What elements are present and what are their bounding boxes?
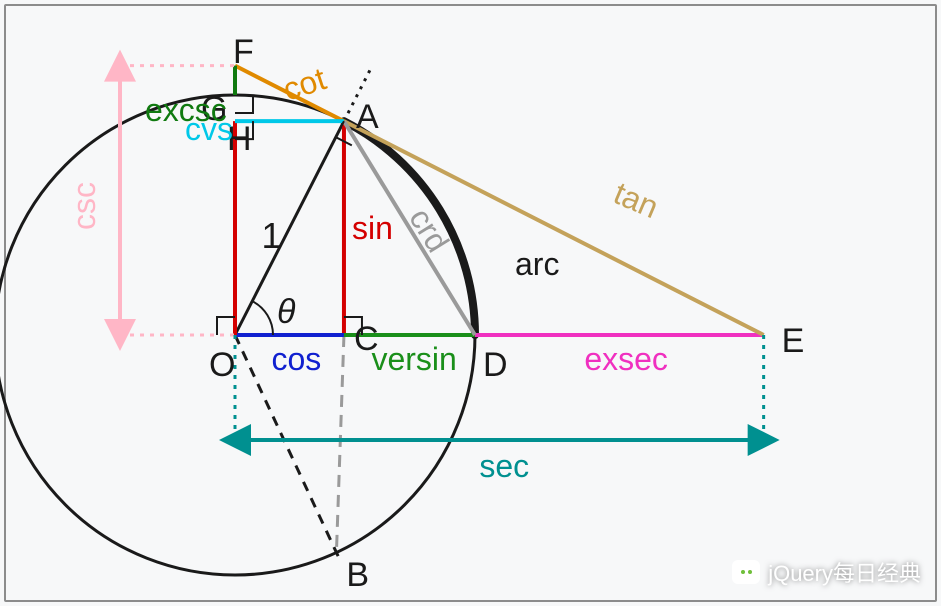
- watermark: jQuery每日经典: [732, 556, 921, 588]
- label-one: 1: [261, 218, 281, 254]
- label-O: O: [209, 348, 235, 382]
- label-D: D: [483, 348, 508, 382]
- label-sec: sec: [479, 450, 529, 482]
- label-cvs: cvs: [185, 113, 233, 145]
- label-theta: θ: [277, 295, 295, 329]
- label-F: F: [233, 35, 254, 69]
- label-arc: arc: [515, 248, 559, 280]
- label-sin: sin: [352, 212, 393, 244]
- label-B: B: [346, 558, 369, 592]
- diagram-svg: [0, 0, 941, 606]
- label-versin: versin: [371, 343, 456, 375]
- diagram-stage: OACDEFGHB1θsincosversinexsecseccrdarctan…: [0, 0, 941, 606]
- label-A: A: [356, 100, 379, 134]
- label-cos: cos: [271, 343, 321, 375]
- label-csc: csc: [68, 182, 100, 230]
- label-E: E: [782, 324, 805, 358]
- watermark-text: jQuery每日经典: [768, 556, 921, 588]
- label-exsec: exsec: [584, 343, 668, 375]
- wechat-icon: [732, 560, 760, 584]
